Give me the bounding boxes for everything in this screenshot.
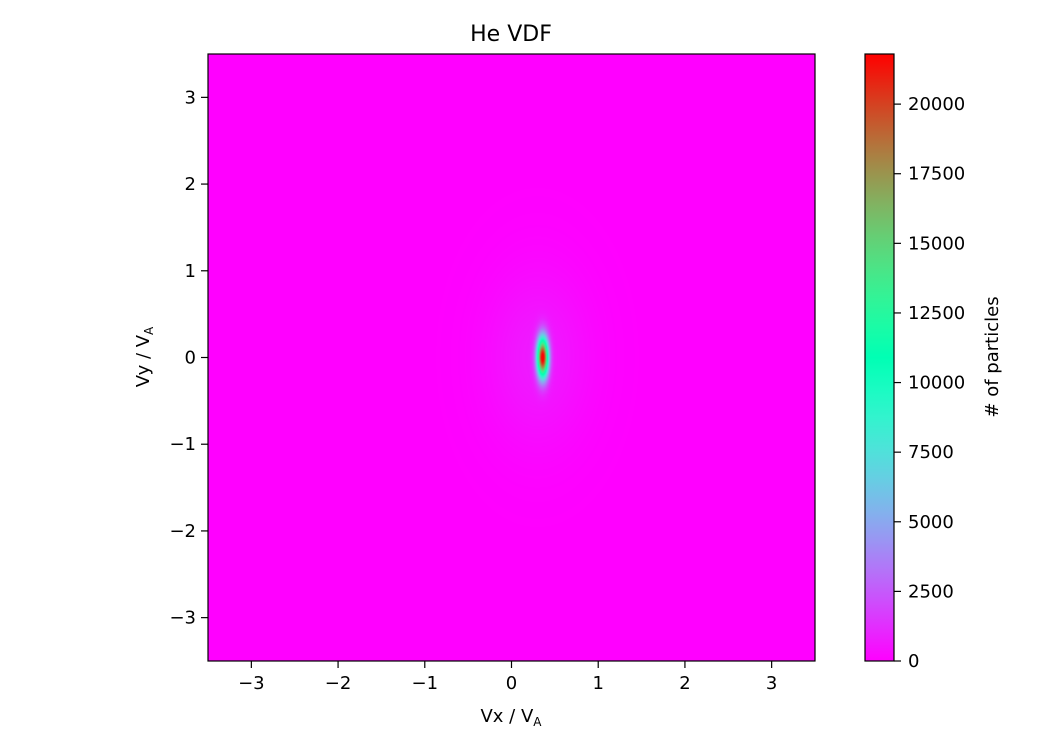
y-axis-label-base: Vy / V bbox=[133, 334, 154, 387]
x-tick-label: −3 bbox=[238, 673, 265, 694]
colorbar-tick-label: 0 bbox=[908, 651, 919, 672]
y-tick-label: 3 bbox=[185, 87, 196, 108]
colorbar-tick-label: 15000 bbox=[908, 233, 965, 254]
x-axis-ticks: −3 −2 −1 0 1 2 3 bbox=[238, 661, 777, 694]
heatmap-plot bbox=[207, 53, 816, 662]
x-axis-label-base: Vx / V bbox=[480, 706, 533, 727]
colorbar-tick-label: 17500 bbox=[908, 164, 965, 185]
x-tick-label: 1 bbox=[592, 673, 603, 694]
x-tick-label: −2 bbox=[325, 673, 352, 694]
y-axis-label: Vy / VA bbox=[133, 326, 156, 387]
y-tick-label: 0 bbox=[185, 348, 196, 369]
x-tick-label: 0 bbox=[506, 673, 517, 694]
colorbar-tick-label: 2500 bbox=[908, 581, 954, 602]
colorbar: 0 2500 5000 7500 10000 12500 15000 17500 20000 #… bbox=[864, 53, 1003, 672]
y-tick-label: 2 bbox=[185, 174, 196, 195]
colorbar-tick-label: 20000 bbox=[908, 94, 965, 115]
colorbar-frame bbox=[864, 53, 895, 662]
x-tick-label: −1 bbox=[412, 673, 439, 694]
colorbar-tick-label: 12500 bbox=[908, 303, 965, 324]
y-tick-label: −3 bbox=[169, 608, 196, 629]
x-axis-label-sub: A bbox=[533, 715, 542, 729]
y-tick-label: −1 bbox=[169, 434, 196, 455]
chart-title: He VDF bbox=[470, 22, 552, 47]
y-tick-label: −2 bbox=[169, 521, 196, 542]
y-axis-ticks: −3 −2 −1 0 1 2 3 bbox=[169, 87, 208, 629]
x-axis-label: Vx / VA bbox=[480, 706, 542, 729]
x-tick-label: 2 bbox=[679, 673, 690, 694]
colorbar-gradient bbox=[865, 54, 894, 661]
colorbar-label: # of particles bbox=[982, 296, 1003, 417]
y-tick-label: 1 bbox=[185, 261, 196, 282]
colorbar-tick-label: 10000 bbox=[908, 373, 965, 394]
colorbar-tick-label: 5000 bbox=[908, 512, 954, 533]
colorbar-ticks: 0 2500 5000 7500 10000 12500 15000 17500 20000 bbox=[894, 94, 965, 672]
x-tick-label: 3 bbox=[766, 673, 777, 694]
y-axis-label-sub: A bbox=[142, 326, 156, 335]
colorbar-tick-label: 7500 bbox=[908, 442, 954, 463]
